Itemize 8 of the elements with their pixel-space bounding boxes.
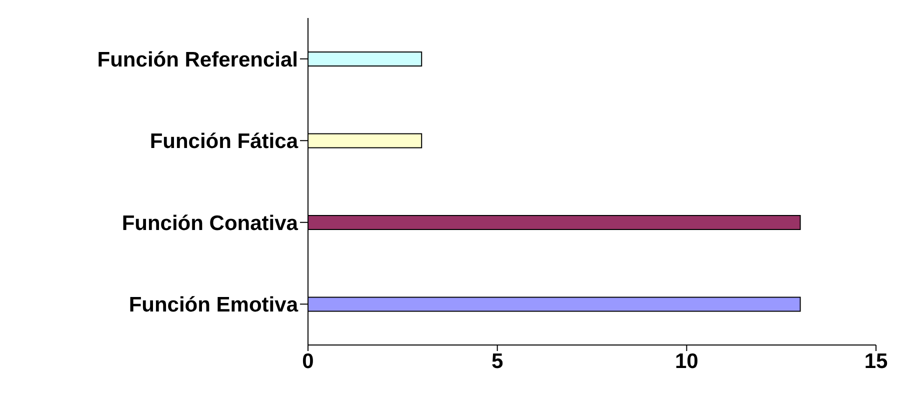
x-tick-label: 0: [302, 350, 314, 373]
y-tick-label: Función Emotiva: [128, 294, 298, 317]
y-tick-label: Función Fática: [150, 130, 298, 154]
y-tick-label: Función Conativa: [122, 212, 298, 235]
y-tick-label: Función Referencial: [97, 48, 298, 72]
x-tick-label: 5: [491, 350, 504, 373]
x-tick-label: 10: [674, 350, 698, 373]
x-tick-label: 15: [864, 350, 888, 373]
